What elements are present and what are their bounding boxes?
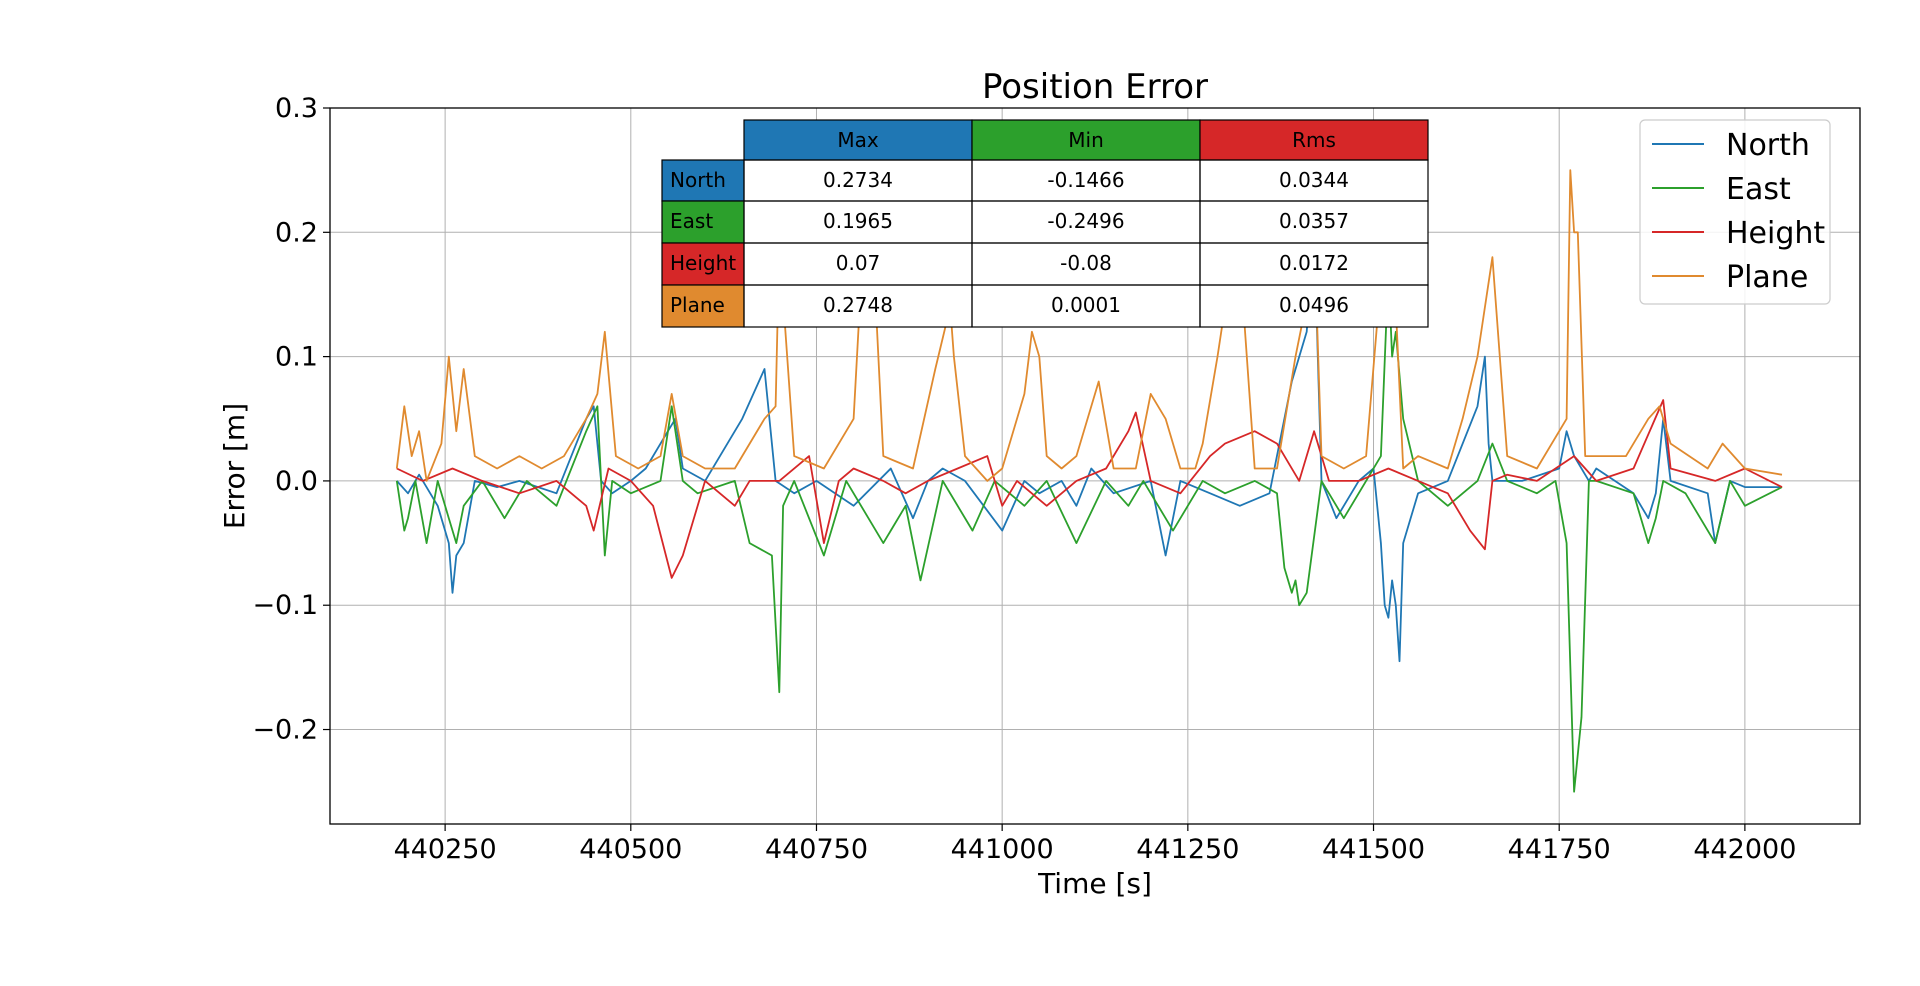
table-cell-value: 0.0344 — [1279, 168, 1349, 192]
x-tick-label: 440500 — [579, 834, 682, 865]
table-header-cell — [743, 119, 973, 161]
table-header-label: Max — [837, 128, 879, 152]
stats-table: Max Min Rms North 0.2734 -0.1466 0.0344 East 0.1… — [661, 119, 1429, 328]
table-header-label: Rms — [1292, 128, 1336, 152]
y-tick-label: 0.3 — [275, 93, 318, 124]
y-tick-label: 0.1 — [275, 342, 318, 373]
table-cell-value: 0.0496 — [1279, 293, 1349, 317]
x-tick-label: 441250 — [1136, 834, 1239, 865]
x-tick-label: 442000 — [1693, 834, 1796, 865]
legend-label: Plane — [1726, 260, 1808, 295]
table-cell-value: -0.1466 — [1047, 168, 1124, 192]
table-row-label: East — [670, 209, 713, 233]
x-tick-label: 441750 — [1508, 834, 1611, 865]
legend-box — [1639, 119, 1831, 305]
y-axis-ticks: 0.3 0.2 0.1 0.0 −0.1 −0.2 — [252, 93, 330, 746]
table-cell — [1199, 284, 1429, 328]
table-cell-value: 0.0357 — [1279, 209, 1349, 233]
x-tick-label: 440250 — [394, 834, 497, 865]
table-cell-value: 0.0172 — [1279, 251, 1349, 275]
table-cell-value: 0.07 — [836, 251, 881, 275]
chart-title: Position Error — [982, 67, 1208, 107]
table-row-label: Plane — [670, 293, 725, 317]
plot-frame — [329, 107, 1861, 825]
x-axis-ticks: 440250 440500 440750 441000 441250 441500 4417… — [394, 824, 1796, 865]
y-tick-label: −0.1 — [252, 590, 318, 621]
series-line-north — [396, 231, 1782, 663]
table-row-label: North — [670, 168, 726, 192]
plot-area — [395, 144, 1783, 793]
table-row-label-cell — [661, 200, 745, 244]
table-row-label-cell — [661, 284, 745, 328]
x-axis-label: Time [s] — [1037, 867, 1152, 900]
y-tick-label: 0.0 — [275, 466, 318, 497]
legend-label: North — [1726, 128, 1810, 163]
series-line-plane — [395, 144, 1783, 482]
table-cell-value: -0.08 — [1060, 251, 1112, 275]
legend-label: Height — [1726, 216, 1825, 251]
table-row-label-cell — [661, 159, 745, 202]
y-axis-label: Error [m] — [218, 403, 251, 529]
table-row-label: Height — [670, 251, 736, 275]
table-cell-value: 0.0001 — [1051, 293, 1121, 317]
table-cell-value: -0.2496 — [1047, 209, 1124, 233]
series-line-height — [396, 399, 1783, 579]
table-cell-value: 0.2734 — [823, 168, 893, 192]
legend: North East Height Plane — [1639, 119, 1831, 305]
table-header-cell — [971, 119, 1201, 161]
x-tick-label: 440750 — [765, 834, 868, 865]
table-header-cell — [1199, 119, 1429, 161]
table-cell-value: 0.2748 — [823, 293, 893, 317]
legend-label: East — [1726, 172, 1791, 207]
x-tick-label: 441000 — [951, 834, 1054, 865]
table-cell-value: 0.1965 — [823, 209, 893, 233]
y-tick-label: −0.2 — [252, 715, 318, 746]
table-header-label: Min — [1068, 128, 1104, 152]
y-tick-label: 0.2 — [275, 217, 318, 248]
x-tick-label: 441500 — [1322, 834, 1425, 865]
series-line-east — [395, 268, 1783, 793]
